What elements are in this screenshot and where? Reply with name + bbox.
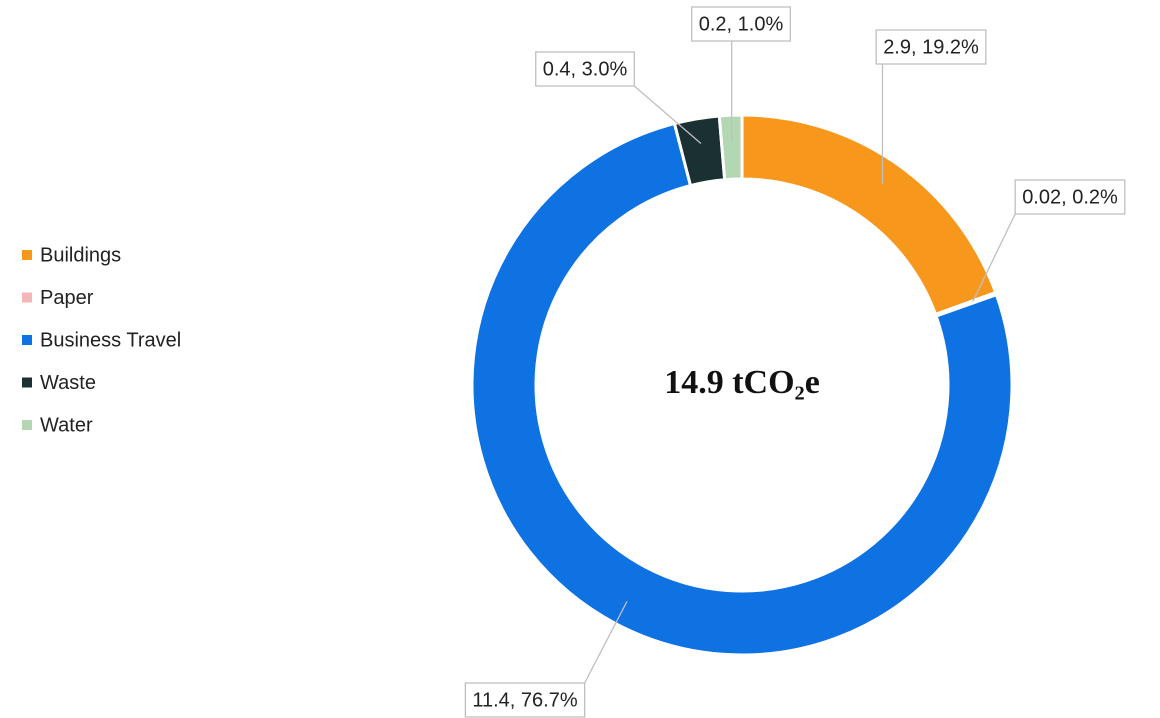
legend-swatch (22, 335, 32, 345)
data-label-box (535, 51, 635, 87)
legend-label: Paper (40, 287, 94, 309)
leader-line (971, 213, 1016, 303)
legend-swatch (22, 292, 32, 303)
donut-segment (717, 113, 744, 182)
legend-swatch (22, 420, 32, 430)
data-label-box (464, 682, 586, 718)
legend-label: Buildings (40, 244, 121, 266)
legend-label: Business Travel (40, 329, 181, 351)
legend-swatch (22, 250, 32, 260)
data-label: 11.4, 76.7% (472, 689, 577, 711)
donut-segment (740, 113, 998, 317)
legend-swatch (22, 377, 32, 388)
legend-label: Water (40, 414, 93, 436)
legend-label: Waste (40, 372, 96, 394)
data-label: 0.02, 0.2% (1022, 186, 1118, 208)
data-label: 0.2, 1.0% (699, 13, 784, 35)
leader-line (584, 601, 628, 684)
data-label: 2.9, 19.2% (883, 36, 979, 58)
data-label-box (691, 6, 791, 42)
center-label: 14.9 tCO₂e (664, 364, 820, 401)
data-label-box (1014, 179, 1126, 215)
leader-line (633, 85, 702, 144)
donut-segment (470, 121, 1014, 657)
data-label: 0.4, 3.0% (543, 58, 628, 80)
data-label-box (875, 29, 987, 65)
